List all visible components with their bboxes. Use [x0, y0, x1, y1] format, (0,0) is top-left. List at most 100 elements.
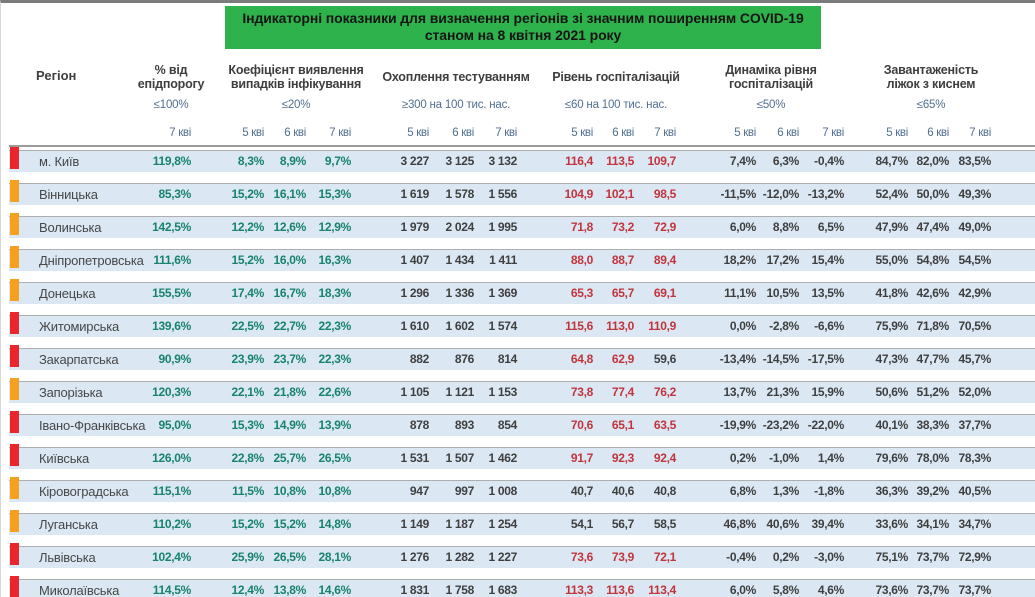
hospitalization-value: 65,7 — [611, 286, 634, 300]
epid-threshold-value: 102,4% — [152, 550, 191, 564]
oxygen-beds-value: 52,0% — [958, 385, 991, 399]
hospitalization-value: 110,9 — [648, 319, 676, 333]
hospitalization-value: 113,3 — [565, 583, 593, 597]
testing-coverage-value: 1 121 — [445, 385, 474, 399]
region-name: Запорізька — [39, 385, 103, 400]
oxygen-beds-value: 54,5% — [958, 253, 991, 267]
detection-coef-value: 14,8% — [318, 517, 351, 531]
detection-coef-value: 15,2% — [231, 187, 264, 201]
detection-coef-value: 12,2% — [231, 220, 264, 234]
detection-coef-value: 15,2% — [231, 253, 264, 267]
threshold-hosp: ≤60 на 100 тис. нас. — [564, 99, 668, 111]
table-row: Кіровоградська 115,1% 11,5% 10,8% 10,8% … — [9, 477, 1035, 502]
detection-coef-value: 22,3% — [318, 319, 351, 333]
hospitalization-value: 72,9 — [653, 220, 676, 234]
detection-coef-value: 23,9% — [231, 352, 264, 366]
hospitalization-value: 73,9 — [611, 550, 634, 564]
testing-coverage-value: 1 462 — [488, 451, 517, 465]
hospitalization-dynamics-value: -1,8% — [814, 484, 844, 498]
oxygen-beds-value: 50,0% — [916, 187, 949, 201]
testing-coverage-value: 1 619 — [400, 187, 429, 201]
hospitalization-dynamics-value: 15,9% — [811, 385, 844, 399]
testing-coverage-value: 947 — [409, 484, 429, 498]
detection-coef-value: 15,3% — [231, 418, 264, 432]
detection-coef-value: 16,7% — [273, 286, 306, 300]
region-cell: Закарпатська — [10, 345, 146, 370]
hospitalization-value: 64,8 — [570, 352, 593, 366]
hospitalization-value: 92,4 — [653, 451, 676, 465]
hospitalization-value: 91,7 — [570, 451, 593, 465]
detection-coef-value: 12,4% — [231, 583, 264, 597]
hospitalization-dynamics-value: 21,3% — [766, 385, 799, 399]
region-status-marker — [10, 279, 19, 301]
region-name: Донецька — [39, 286, 96, 301]
region-name: Луганська — [39, 517, 98, 532]
hospitalization-value: 54,1 — [570, 517, 593, 531]
testing-coverage-value: 1 995 — [488, 220, 517, 234]
testing-coverage-value: 1 282 — [445, 550, 474, 564]
region-cell: Миколаївська — [10, 576, 146, 597]
hospitalization-dynamics-value: 6,3% — [772, 154, 799, 168]
testing-coverage-value: 1 574 — [488, 319, 517, 333]
hospitalization-dynamics-value: 6,0% — [729, 583, 756, 597]
oxygen-beds-value: 73,6% — [875, 583, 908, 597]
hospitalization-dynamics-value: 1,4% — [817, 451, 844, 465]
hospitalization-value: 58,5 — [653, 517, 676, 531]
testing-coverage-value: 1 407 — [400, 253, 429, 267]
detection-coef-value: 22,3% — [318, 352, 351, 366]
hospitalization-dynamics-value: -13,2% — [807, 187, 845, 201]
threshold-epid: ≤100% — [153, 99, 189, 111]
testing-coverage-value: 882 — [409, 352, 429, 366]
region-cell: Львівська — [10, 543, 146, 568]
date-label: 6 кві — [612, 127, 634, 139]
date-label: 5 кві — [886, 127, 908, 139]
epid-threshold-value: 85,3% — [158, 187, 191, 201]
hospitalization-value: 40,6 — [611, 484, 634, 498]
hospitalization-value: 113,6 — [606, 583, 634, 597]
testing-coverage-value: 1 831 — [400, 583, 429, 597]
threshold-oxygen: ≤65% — [916, 99, 946, 111]
testing-coverage-value: 1 227 — [488, 550, 517, 564]
table-row: м. Київ 119,8% 8,3% 8,9% 9,7% 3 227 3 12… — [9, 147, 1035, 172]
table-header: Регіон % від епідпорогу Коефіцієнт виявл… — [9, 47, 1035, 147]
region-name: Житомирська — [39, 319, 120, 334]
region-status-marker — [10, 147, 19, 169]
detection-coef-value: 12,9% — [318, 220, 351, 234]
date-label: 7 кві — [169, 127, 191, 139]
testing-coverage-value: 1 610 — [400, 319, 429, 333]
table-row: Донецька 155,5% 17,4% 16,7% 18,3% 1 296 … — [9, 279, 1035, 304]
region-status-marker — [10, 378, 19, 400]
hospitalization-value: 73,8 — [570, 385, 593, 399]
testing-coverage-value: 1 979 — [400, 220, 429, 234]
oxygen-beds-value: 47,7% — [916, 352, 949, 366]
hospitalization-value: 113,0 — [606, 319, 634, 333]
region-status-marker — [10, 246, 19, 268]
hospitalization-dynamics-value: -11,5% — [720, 187, 756, 201]
region-cell: Вінницька — [10, 180, 146, 205]
hospitalization-value: 62,9 — [611, 352, 634, 366]
hospitalization-value: 59,6 — [653, 352, 676, 366]
testing-coverage-value: 1 531 — [400, 451, 429, 465]
table-row: Вінницька 85,3% 15,2% 16,1% 15,3% 1 619 … — [9, 180, 1035, 205]
oxygen-beds-value: 42,9% — [958, 286, 991, 300]
detection-coef-value: 12,6% — [273, 220, 306, 234]
table-row: Львівська 102,4% 25,9% 26,5% 28,1% 1 276… — [9, 543, 1035, 568]
epid-threshold-value: 139,6% — [152, 319, 191, 333]
region-name: Вінницька — [39, 187, 98, 202]
oxygen-beds-value: 73,7% — [916, 583, 949, 597]
region-status-marker — [10, 444, 19, 466]
epid-threshold-value: 95,0% — [158, 418, 191, 432]
hospitalization-dynamics-value: -17,5% — [807, 352, 845, 366]
hospitalization-dynamics-value: 4,6% — [817, 583, 844, 597]
detection-coef-value: 9,7% — [324, 154, 351, 168]
detection-coef-value: 10,8% — [318, 484, 351, 498]
region-status-marker — [10, 510, 19, 532]
group-header-dynamics: Динаміка рівня госпіталізацій — [725, 63, 817, 91]
hospitalization-dynamics-value: -19,9% — [719, 418, 757, 432]
region-name: Кіровоградська — [39, 484, 129, 499]
hospitalization-dynamics-value: -23,2% — [762, 418, 800, 432]
table-row: Луганська 110,2% 15,2% 15,2% 14,8% 1 149… — [9, 510, 1035, 535]
hospitalization-dynamics-value: -3,0% — [814, 550, 844, 564]
oxygen-beds-value: 40,5% — [958, 484, 991, 498]
region-cell: Волинська — [10, 213, 146, 238]
